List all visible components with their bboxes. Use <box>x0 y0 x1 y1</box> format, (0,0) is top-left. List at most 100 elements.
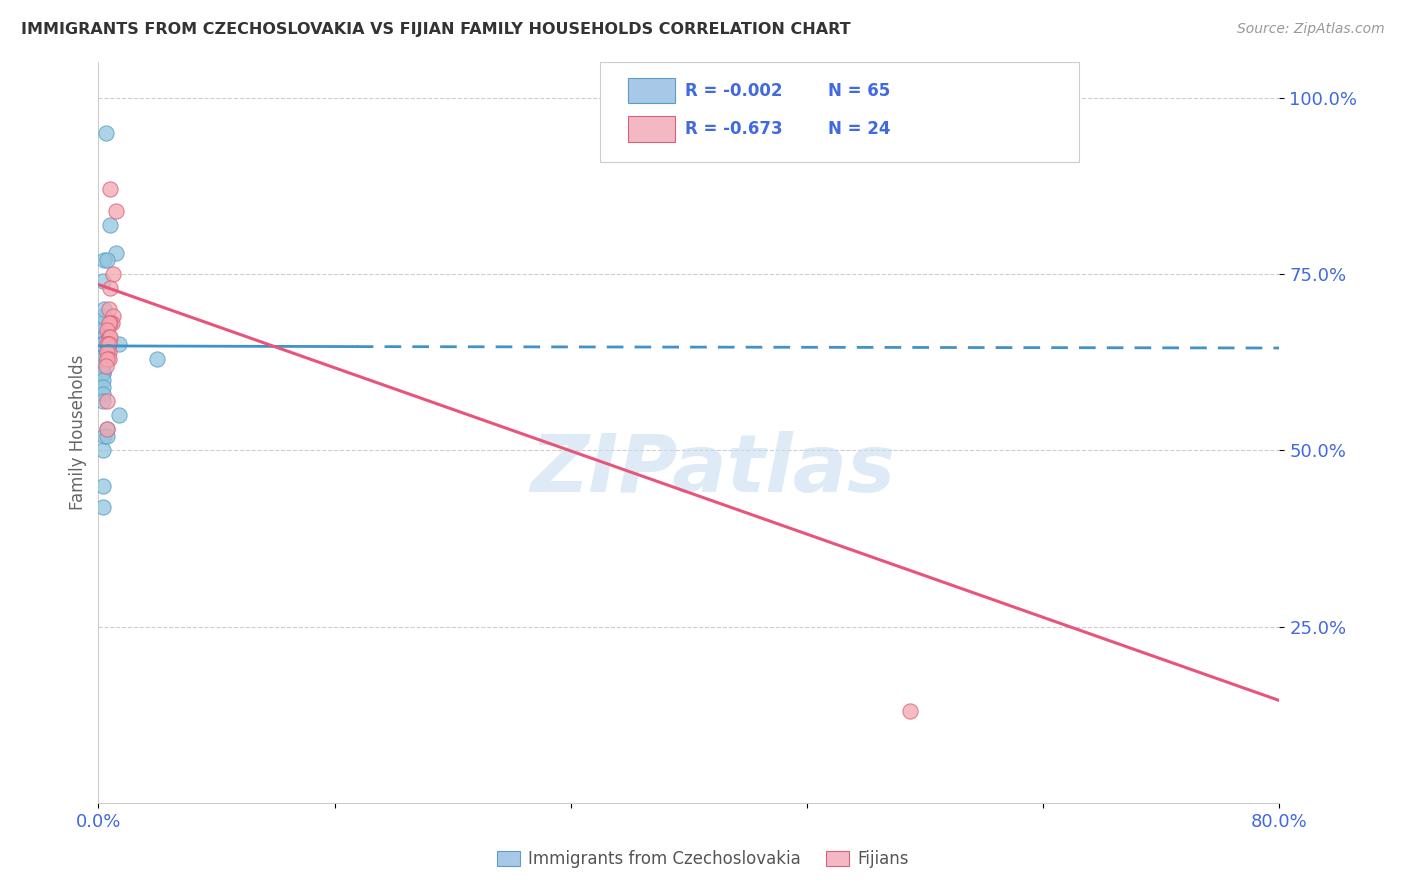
FancyBboxPatch shape <box>600 62 1078 162</box>
Point <box>91 337 114 351</box>
Point <box>97 330 120 344</box>
Point <box>91 316 114 330</box>
Point <box>93 337 115 351</box>
Text: R = -0.002: R = -0.002 <box>685 81 783 100</box>
Point <box>96 351 118 366</box>
Text: ZIPatlas: ZIPatlas <box>530 431 896 508</box>
Point <box>93 337 115 351</box>
Point <box>97 351 120 366</box>
Point <box>96 344 118 359</box>
Point <box>100 316 122 330</box>
Point <box>900 704 922 718</box>
Point <box>91 344 114 359</box>
Point <box>98 316 121 330</box>
Point <box>91 337 114 351</box>
Point <box>108 337 131 351</box>
Point <box>98 330 121 344</box>
Point <box>91 337 114 351</box>
Point <box>91 337 114 351</box>
Point <box>94 337 117 351</box>
Point <box>91 359 114 373</box>
Point <box>91 337 114 351</box>
Point <box>91 323 114 337</box>
Point <box>93 330 115 344</box>
Y-axis label: Family Households: Family Households <box>69 355 87 510</box>
Point <box>91 310 114 324</box>
Point <box>91 351 114 366</box>
Point <box>93 344 115 359</box>
Point <box>91 337 114 351</box>
Point <box>146 351 169 366</box>
Point <box>103 310 125 324</box>
Point <box>97 344 120 359</box>
Point <box>90 359 112 373</box>
Point <box>93 330 115 344</box>
Point <box>103 267 125 281</box>
Text: IMMIGRANTS FROM CZECHOSLOVAKIA VS FIJIAN FAMILY HOUSEHOLDS CORRELATION CHART: IMMIGRANTS FROM CZECHOSLOVAKIA VS FIJIAN… <box>21 22 851 37</box>
Text: R = -0.673: R = -0.673 <box>685 120 783 138</box>
Text: N = 65: N = 65 <box>828 81 890 100</box>
Point <box>93 429 115 443</box>
Point <box>93 344 115 359</box>
Point <box>98 182 121 196</box>
Point <box>91 366 114 380</box>
Point <box>91 337 114 351</box>
Point <box>91 478 114 492</box>
Point <box>91 337 114 351</box>
Point <box>91 344 114 359</box>
Point <box>96 337 118 351</box>
Point <box>93 351 115 366</box>
Point <box>91 337 114 351</box>
Point <box>91 387 114 401</box>
FancyBboxPatch shape <box>627 78 675 103</box>
FancyBboxPatch shape <box>627 117 675 142</box>
Point <box>96 393 118 408</box>
Text: Source: ZipAtlas.com: Source: ZipAtlas.com <box>1237 22 1385 37</box>
Text: N = 24: N = 24 <box>828 120 891 138</box>
Point <box>91 337 114 351</box>
Point <box>91 380 114 394</box>
Point <box>91 337 114 351</box>
Point <box>91 330 114 344</box>
Point <box>97 316 120 330</box>
Point <box>93 252 115 267</box>
Point <box>91 366 114 380</box>
Point <box>97 337 120 351</box>
Point <box>98 218 121 232</box>
Point <box>93 337 115 351</box>
Legend: Immigrants from Czechoslovakia, Fijians: Immigrants from Czechoslovakia, Fijians <box>491 844 915 875</box>
Point <box>98 281 121 295</box>
Point <box>91 500 114 514</box>
Point <box>97 337 120 351</box>
Point <box>97 302 120 317</box>
Point <box>108 408 131 422</box>
Point <box>91 337 114 351</box>
Point <box>91 351 114 366</box>
Point <box>91 344 114 359</box>
Point <box>91 344 114 359</box>
Point <box>91 337 114 351</box>
Point <box>91 337 114 351</box>
Point <box>105 203 128 218</box>
Point <box>91 330 114 344</box>
Point <box>96 252 118 267</box>
Point <box>105 245 128 260</box>
Point <box>91 373 114 387</box>
Point <box>93 351 115 366</box>
Point <box>96 429 118 443</box>
Point <box>94 359 117 373</box>
Point <box>96 337 118 351</box>
Point <box>91 443 114 458</box>
Point <box>91 344 114 359</box>
Point <box>91 337 114 351</box>
Point <box>91 344 114 359</box>
Point <box>91 274 114 288</box>
Point <box>96 422 118 436</box>
Point <box>94 126 117 140</box>
Point <box>96 422 118 436</box>
Point <box>91 337 114 351</box>
Point <box>91 344 114 359</box>
Point <box>91 337 114 351</box>
Point <box>93 302 115 317</box>
Point <box>91 393 114 408</box>
